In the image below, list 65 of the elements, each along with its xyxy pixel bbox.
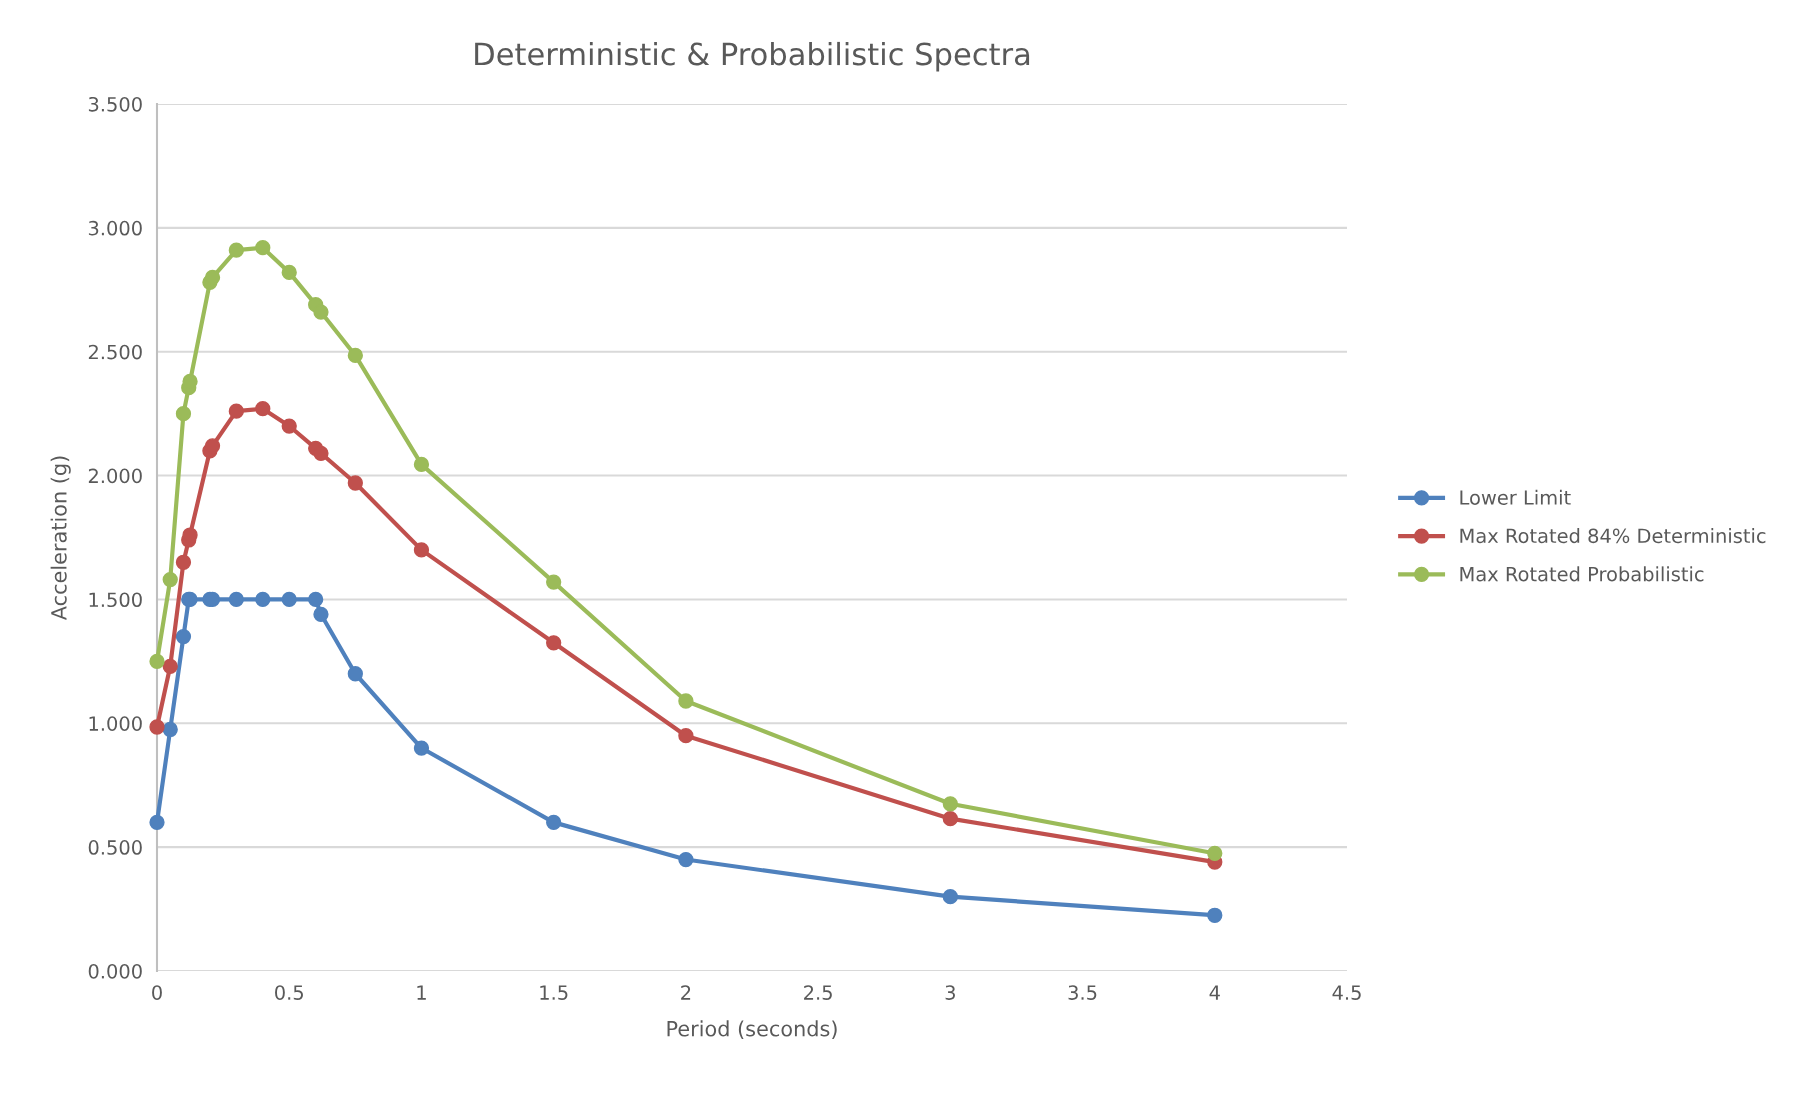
point <box>175 406 192 422</box>
point <box>228 242 244 258</box>
x-tick-label: 2.5 <box>804 985 832 1000</box>
x-tick-label: 1.5 <box>540 985 568 1000</box>
point <box>162 571 178 588</box>
point <box>347 666 363 682</box>
legend-label: Max Rotated 84% Deterministic <box>1460 528 1766 544</box>
point <box>175 554 192 570</box>
x-tick-label: 0.5 <box>275 985 303 1000</box>
point <box>255 401 271 417</box>
point <box>546 635 562 651</box>
point <box>678 728 694 744</box>
point <box>546 814 562 831</box>
chart-title: Deterministic & Probabilistic Spectra <box>475 41 1030 72</box>
point <box>1207 845 1223 861</box>
x-tick-label: 3 <box>945 985 955 1000</box>
point <box>347 475 363 491</box>
point <box>162 658 178 674</box>
point <box>942 889 958 905</box>
point <box>204 269 221 286</box>
point <box>281 264 297 281</box>
point <box>149 653 165 669</box>
point <box>149 814 165 831</box>
point <box>204 438 221 454</box>
x-tick-label: 3.5 <box>1068 985 1097 1000</box>
x-tick-label: 0 <box>152 985 162 1000</box>
y-tick-label: 3.500 <box>88 96 142 112</box>
point <box>546 574 562 590</box>
x-tick-label: 4.5 <box>1332 985 1361 1000</box>
point <box>313 445 329 461</box>
point <box>149 719 165 735</box>
x-tick-label: 1 <box>417 985 426 1000</box>
point <box>1207 907 1223 923</box>
x-tick-label: 2 <box>681 985 691 1000</box>
y-tick-label: 0.000 <box>88 963 142 979</box>
point <box>347 347 363 364</box>
legend-label: Lower Limit <box>1460 489 1571 505</box>
point <box>281 418 297 434</box>
y-axis-title: Acceleration (g) <box>50 456 71 621</box>
y-tick-label: 2.000 <box>88 468 142 484</box>
point <box>678 693 694 709</box>
point <box>413 542 430 558</box>
y-tick-label: 2.500 <box>88 344 142 360</box>
point <box>313 606 329 622</box>
point <box>942 811 958 827</box>
point <box>175 628 192 645</box>
point <box>313 304 329 320</box>
x-axis-title: Period (seconds) <box>667 1020 837 1039</box>
point <box>255 240 271 256</box>
point <box>255 591 271 608</box>
point <box>281 591 297 608</box>
point <box>228 591 244 608</box>
point <box>413 456 430 473</box>
y-tick-label: 1.000 <box>89 716 142 731</box>
y-tick-label: 3.000 <box>88 220 142 236</box>
point <box>228 403 244 419</box>
y-tick-label: 1.500 <box>89 592 142 608</box>
point <box>162 721 178 738</box>
point <box>308 591 324 608</box>
point <box>678 851 694 868</box>
y-tick-label: 0.500 <box>88 840 142 855</box>
point <box>942 796 958 812</box>
legend-label: Max Rotated Probabilistic <box>1460 566 1704 582</box>
point <box>413 740 430 756</box>
x-tick-label: 4 <box>1209 985 1220 1000</box>
